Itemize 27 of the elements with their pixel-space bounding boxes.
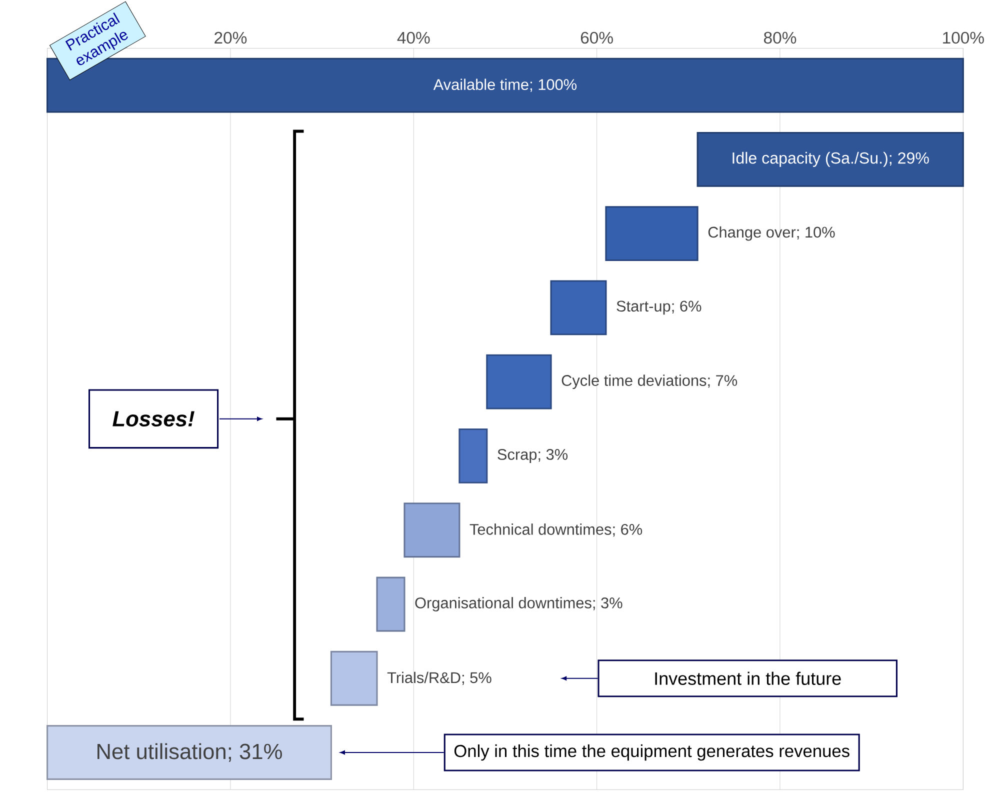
x-tick-label: 80% xyxy=(764,32,796,44)
annotation: Investment in the future xyxy=(655,672,841,685)
data-label: Technical downtimes; 6% xyxy=(470,523,642,536)
x-tick-label: 20% xyxy=(214,32,247,44)
data-label: Net utilisation; 31% xyxy=(98,742,282,762)
data-label: Change over; 10% xyxy=(708,226,835,241)
x-tick-label: 100% xyxy=(943,32,984,44)
data-label: Trials/R&D; 5% xyxy=(387,672,492,685)
data-label: Start-up; 6% xyxy=(616,300,702,314)
bar xyxy=(330,650,378,706)
bar xyxy=(605,206,698,261)
x-tick-label: 60% xyxy=(580,32,613,44)
bar xyxy=(404,502,460,558)
x-tick-label: 40% xyxy=(397,32,430,44)
annotation: Only in this time the equipment generates revenues xyxy=(454,744,850,760)
bar xyxy=(696,132,964,187)
data-label: Cycle time deviations; 7% xyxy=(562,374,738,389)
bar xyxy=(486,354,552,410)
bar xyxy=(458,428,488,484)
data-label: Organisational downtimes; 3% xyxy=(415,596,622,612)
bar xyxy=(550,280,607,335)
annotation: Losses! xyxy=(112,411,194,426)
bar xyxy=(376,576,406,632)
data-label: Idle capacity (Sa./Su.); 29% xyxy=(732,152,929,167)
bar xyxy=(46,724,332,780)
data-label: Available time; 100% xyxy=(433,78,577,92)
data-label: Scrap; 3% xyxy=(498,448,568,463)
